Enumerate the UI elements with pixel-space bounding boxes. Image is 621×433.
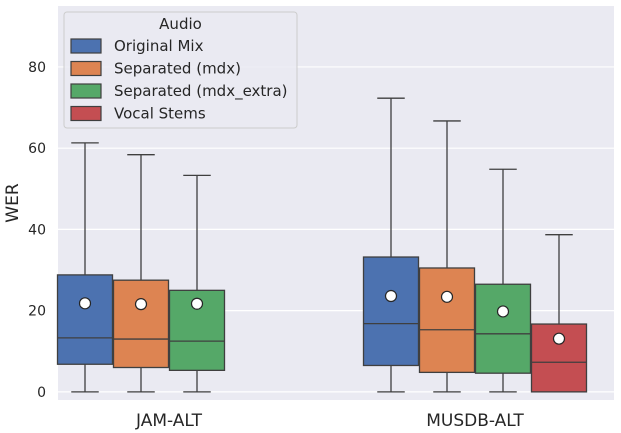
y-tick-label: 0 <box>37 385 46 401</box>
y-tick-label: 40 <box>28 222 46 238</box>
legend-swatch <box>70 83 102 99</box>
x-category-label: JAM-ALT <box>135 411 203 431</box>
legend-frame <box>63 11 298 129</box>
box-separated-mdx- <box>112 154 170 393</box>
legend-entry-label: Original Mix <box>114 37 204 55</box>
boxes <box>56 97 588 393</box>
mean-marker <box>384 289 398 303</box>
box-separated-mdx-extra- <box>168 174 226 393</box>
box-body <box>362 256 420 367</box>
legend-entry-label: Vocal Stems <box>114 105 206 123</box>
x-axis-categories: JAM-ALT MUSDB-ALT <box>135 411 524 431</box>
legend-title: Audio <box>159 15 202 33</box>
mean-marker <box>496 305 510 318</box>
box-original-mix <box>362 97 420 393</box>
box-body <box>418 267 476 374</box>
box-original-mix <box>56 142 114 393</box>
legend-entry-label: Separated (mdx_extra) <box>114 82 288 101</box>
mean-marker <box>134 298 148 311</box>
y-tick-label: 20 <box>28 304 46 320</box>
y-axis-label: WER <box>3 183 23 223</box>
box-vocal-stems <box>530 234 588 393</box>
legend-entry-label: Separated (mdx) <box>114 60 241 78</box>
mean-marker <box>440 290 454 303</box>
legend-swatch <box>70 60 102 77</box>
box-body <box>474 283 532 374</box>
box-separated-mdx-extra- <box>474 168 532 393</box>
legend-swatch <box>70 38 102 54</box>
mean-marker <box>190 297 204 310</box>
mean-marker <box>552 332 566 345</box>
y-tick-label: 60 <box>28 141 46 157</box>
mean-marker <box>78 297 92 310</box>
legend: Audio Original Mix Separated (mdx) Separat… <box>63 11 298 129</box>
box-body <box>56 274 114 365</box>
box-body <box>112 279 170 369</box>
box-separated-mdx- <box>418 120 476 393</box>
legend-swatch <box>70 105 102 122</box>
y-axis-ticks: 0 20 40 60 80 <box>28 60 46 401</box>
x-category-label: MUSDB-ALT <box>426 411 524 431</box>
y-tick-label: 80 <box>28 60 46 76</box>
